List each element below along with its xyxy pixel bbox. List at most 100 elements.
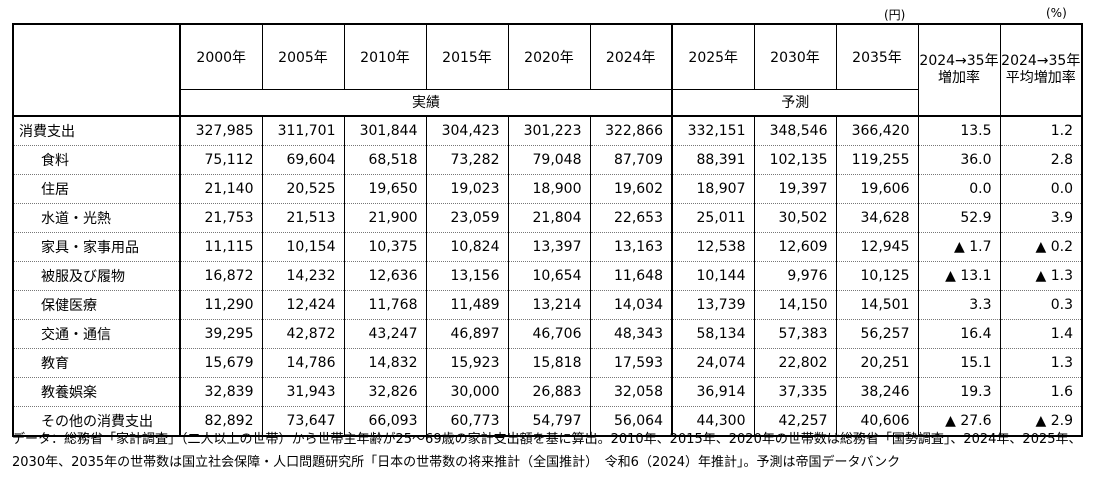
- forecast-group-label: 予測: [672, 88, 919, 117]
- value-cell: 11,768: [344, 290, 427, 320]
- rate-total-cell: 36.0: [918, 145, 1001, 175]
- value-cell: 32,826: [344, 377, 427, 407]
- value-cell: 54,797: [508, 406, 591, 437]
- value-cell: 12,636: [344, 261, 427, 291]
- value-cell: 327,985: [180, 115, 263, 146]
- value-cell: 73,282: [426, 145, 509, 175]
- value-cell: 20,525: [262, 174, 345, 204]
- value-cell: 14,232: [262, 261, 345, 291]
- value-cell: 40,606: [836, 406, 919, 437]
- year-header: 2020年: [508, 23, 591, 89]
- value-cell: 75,112: [180, 145, 263, 175]
- rate-total-cell: 19.3: [918, 377, 1001, 407]
- rate-average-cell: 1.4: [1000, 319, 1083, 349]
- value-cell: 19,650: [344, 174, 427, 204]
- value-cell: 42,257: [754, 406, 837, 437]
- row-label: 食料: [12, 145, 181, 175]
- value-cell: 13,214: [508, 290, 591, 320]
- value-cell: 15,923: [426, 348, 509, 378]
- rate-average-cell: 1.3: [1000, 348, 1083, 378]
- header-row-groups: 実績 予測: [13, 88, 1082, 117]
- value-cell: 39,295: [180, 319, 263, 349]
- household-spending-table: 2000年 2005年 2010年 2015年 2020年 2024年 2025…: [12, 23, 1083, 437]
- value-cell: 332,151: [672, 115, 755, 146]
- table-row: その他の消費支出 82,892 73,647 66,093 60,773 54,797 56…: [12, 406, 1083, 437]
- rate-average-cell: ▲ 1.3: [1000, 261, 1083, 291]
- table-row: 消費支出 327,985 311,701 301,844 304,423 301,223 3…: [12, 115, 1083, 146]
- value-cell: 17,593: [590, 348, 673, 378]
- value-cell: 21,753: [180, 203, 263, 233]
- rate-average-cell: 1.2: [1000, 115, 1083, 146]
- value-cell: 10,125: [836, 261, 919, 291]
- value-cell: 23,059: [426, 203, 509, 233]
- year-header: 2025年: [672, 23, 755, 89]
- value-cell: 15,818: [508, 348, 591, 378]
- value-cell: 19,023: [426, 174, 509, 204]
- rate-total-cell: 15.1: [918, 348, 1001, 378]
- value-cell: 73,647: [262, 406, 345, 437]
- value-cell: 18,900: [508, 174, 591, 204]
- value-cell: 88,391: [672, 145, 755, 175]
- value-cell: 311,701: [262, 115, 345, 146]
- value-cell: 11,290: [180, 290, 263, 320]
- actual-group-label: 実績: [180, 88, 673, 117]
- value-cell: 301,844: [344, 115, 427, 146]
- rate-average-header: 2024→35年平均増加率: [1000, 23, 1083, 117]
- value-cell: 12,424: [262, 290, 345, 320]
- year-header: 2024年: [590, 23, 673, 89]
- value-cell: 10,154: [262, 232, 345, 262]
- rate-average-cell: 0.3: [1000, 290, 1083, 320]
- rate-total-cell: 16.4: [918, 319, 1001, 349]
- value-cell: 14,501: [836, 290, 919, 320]
- value-cell: 26,883: [508, 377, 591, 407]
- row-label: 被服及び履物: [12, 261, 181, 291]
- value-cell: 58,134: [672, 319, 755, 349]
- year-header: 2015年: [426, 23, 509, 89]
- value-cell: 19,397: [754, 174, 837, 204]
- value-cell: 11,115: [180, 232, 263, 262]
- row-label: 水道・光熱: [12, 203, 181, 233]
- value-cell: 9,976: [754, 261, 837, 291]
- row-label: 消費支出: [12, 115, 181, 146]
- rate-average-cell: ▲ 2.9: [1000, 406, 1083, 437]
- value-cell: 44,300: [672, 406, 755, 437]
- value-cell: 366,420: [836, 115, 919, 146]
- table-row: 教養娯楽 32,839 31,943 32,826 30,000 26,883 32,058…: [12, 377, 1083, 407]
- value-cell: 38,246: [836, 377, 919, 407]
- value-cell: 348,546: [754, 115, 837, 146]
- value-cell: 13,163: [590, 232, 673, 262]
- value-cell: 14,034: [590, 290, 673, 320]
- value-cell: 46,897: [426, 319, 509, 349]
- table-row: 住居 21,140 20,525 19,650 19,023 18,900 19,602 18…: [12, 174, 1083, 204]
- value-cell: 102,135: [754, 145, 837, 175]
- rate-average-cell: 0.0: [1000, 174, 1083, 204]
- value-cell: 87,709: [590, 145, 673, 175]
- table-row: 食料 75,112 69,604 68,518 73,282 79,048 87,709 88…: [12, 145, 1083, 175]
- rate-total-cell: ▲ 13.1: [918, 261, 1001, 291]
- rate-average-cell: 1.6: [1000, 377, 1083, 407]
- value-cell: 14,150: [754, 290, 837, 320]
- value-cell: 15,679: [180, 348, 263, 378]
- table-row: 水道・光熱 21,753 21,513 21,900 23,059 21,804 22,65…: [12, 203, 1083, 233]
- value-cell: 11,489: [426, 290, 509, 320]
- value-cell: 82,892: [180, 406, 263, 437]
- value-cell: 11,648: [590, 261, 673, 291]
- rate-total-cell: ▲ 27.6: [918, 406, 1001, 437]
- value-cell: 21,900: [344, 203, 427, 233]
- value-cell: 34,628: [836, 203, 919, 233]
- row-label: 教育: [12, 348, 181, 378]
- row-label: 教養娯楽: [12, 377, 181, 407]
- row-label: 保健医療: [12, 290, 181, 320]
- year-header: 2000年: [180, 23, 263, 89]
- year-header: 2035年: [836, 23, 919, 89]
- rate-average-cell: ▲ 0.2: [1000, 232, 1083, 262]
- rate-average-cell: 2.8: [1000, 145, 1083, 175]
- value-cell: 42,872: [262, 319, 345, 349]
- value-cell: 12,538: [672, 232, 755, 262]
- value-cell: 56,257: [836, 319, 919, 349]
- value-cell: 43,247: [344, 319, 427, 349]
- value-cell: 13,397: [508, 232, 591, 262]
- value-cell: 301,223: [508, 115, 591, 146]
- rate-total-header: 2024→35年増加率: [918, 23, 1001, 117]
- value-cell: 68,518: [344, 145, 427, 175]
